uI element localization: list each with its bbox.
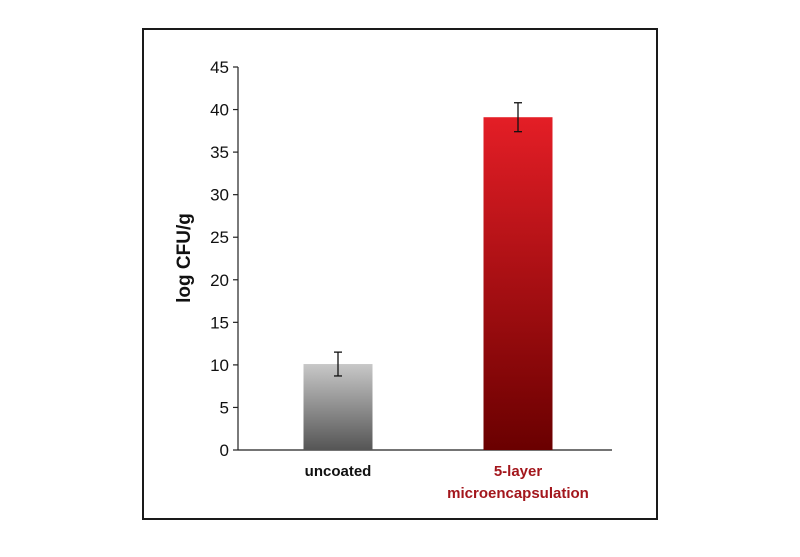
chart-frame <box>142 28 658 520</box>
x-category-label: 5-layer microencapsulation <box>447 463 589 502</box>
bar <box>483 117 553 451</box>
y-tick-label: 15 <box>210 313 229 332</box>
y-tick-label: 45 <box>210 58 229 77</box>
bar <box>303 364 373 450</box>
x-category-label: uncoated <box>305 463 372 480</box>
y-tick-label: 35 <box>210 143 229 162</box>
y-axis-title: log CFU/g <box>174 213 195 303</box>
y-tick-label: 10 <box>210 356 229 375</box>
y-tick-label: 40 <box>210 101 229 120</box>
y-tick-label: 5 <box>220 398 229 417</box>
y-tick-label: 25 <box>210 228 229 247</box>
y-tick-label: 0 <box>220 441 229 460</box>
y-tick-label: 30 <box>210 186 229 205</box>
y-tick-label: 20 <box>210 271 229 290</box>
